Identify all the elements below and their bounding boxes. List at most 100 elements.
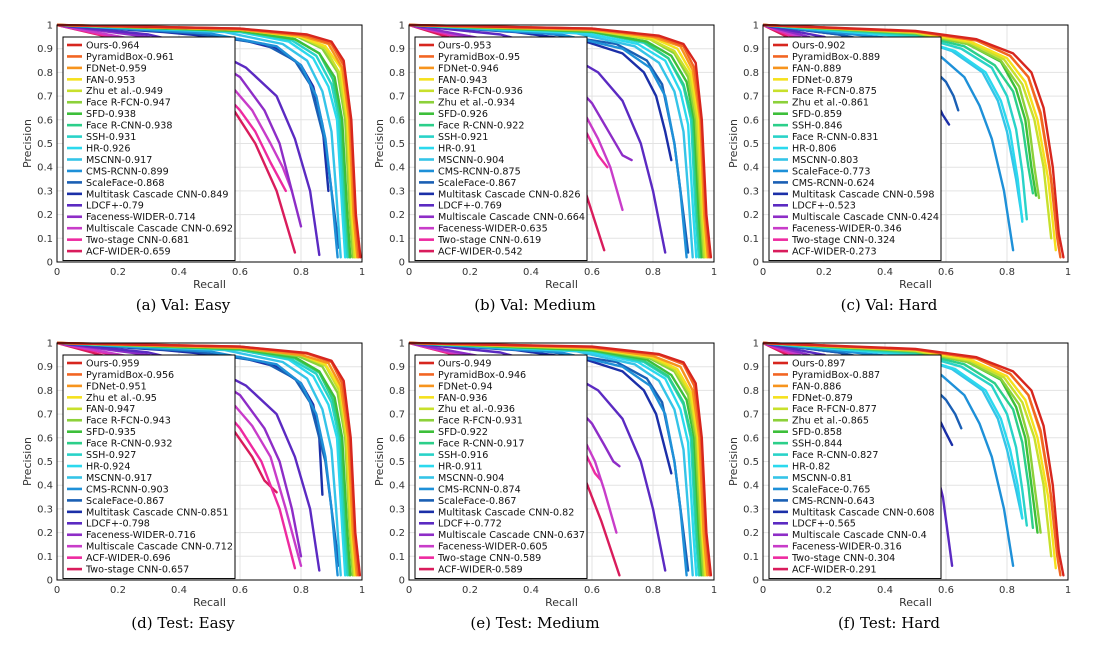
y-tick-label: 0.7 xyxy=(389,410,405,421)
legend-label: LDCF+-0.565 xyxy=(792,519,856,530)
legend-label: Zhu et al.-0.936 xyxy=(438,404,515,415)
series-line xyxy=(409,23,703,259)
legend-label: SFD-0.859 xyxy=(792,109,842,120)
y-tick-label: 0.6 xyxy=(37,433,53,444)
y-tick-label: 0.7 xyxy=(743,410,759,421)
chart-val-easy: 0 0.1 0.2 0.3 0.4 0.5 0.6 0.7 0.8 0.9 1 0 0.2 0.4 0.6 0… xyxy=(21,21,365,292)
y-tick-label: 0.5 xyxy=(37,457,53,468)
y-tick-label: 0.4 xyxy=(743,163,759,174)
legend-box xyxy=(768,36,942,262)
legend-label: FAN-0.947 xyxy=(86,404,135,415)
legend-label: Face R-FCN-0.931 xyxy=(438,416,523,427)
x-tick-label: 0.6 xyxy=(938,585,954,596)
legend-label: Multitask Cascade CNN-0.826 xyxy=(438,189,580,200)
y-tick-label: 0.4 xyxy=(389,481,405,492)
legend-label: Face R-FCN-0.877 xyxy=(792,404,877,415)
y-tick-label: 0 xyxy=(753,258,759,269)
x-tick-label: 0 xyxy=(760,585,766,596)
legend-box xyxy=(414,354,588,580)
legend-label: FDNet-0.946 xyxy=(438,63,499,74)
y-tick-label: 0.2 xyxy=(37,210,53,221)
y-tick-label: 0.7 xyxy=(389,92,405,103)
legend-label: Face R-CNN-0.827 xyxy=(792,450,878,461)
x-tick-label: 0 xyxy=(760,267,766,278)
x-tick-label: 1 xyxy=(711,267,717,278)
axes-frame xyxy=(408,24,715,263)
legend-label: SSH-0.844 xyxy=(792,439,842,450)
panel-test-hard: 0 0.1 0.2 0.3 0.4 0.5 0.6 0.7 0.8 0.9 1 0 0.2 0.4 0.6 0… xyxy=(706,318,1072,641)
y-tick-label: 0.3 xyxy=(37,186,53,197)
chart-test-medium: 0 0.1 0.2 0.3 0.4 0.5 0.6 0.7 0.8 0.9 1 0 0.2 0.4 0.6 0… xyxy=(373,339,717,610)
axes-frame xyxy=(56,342,363,581)
legend-label: SSH-0.846 xyxy=(792,121,842,132)
y-tick-label: 0.2 xyxy=(743,528,759,539)
legend-label: Face R-FCN-0.943 xyxy=(86,416,171,427)
legend-label: Multitask Cascade CNN-0.598 xyxy=(792,189,934,200)
legend-label: HR-0.91 xyxy=(438,143,476,154)
legend-label: Multiscale Cascade CNN-0.692 xyxy=(86,224,233,235)
caption-test-hard: (f) Test: Hard xyxy=(837,614,941,632)
x-tick-label: 0.8 xyxy=(999,585,1015,596)
y-tick-label: 0.3 xyxy=(389,186,405,197)
legend-label: SFD-0.938 xyxy=(86,109,136,120)
x-tick-label: 0.8 xyxy=(293,267,309,278)
x-tick-label: 0.4 xyxy=(523,585,539,596)
x-tick-label: 0.6 xyxy=(938,267,954,278)
legend-label: Multiscale Cascade CNN-0.424 xyxy=(792,212,939,223)
legend-label: PyramidBox-0.95 xyxy=(438,52,520,63)
series-line xyxy=(409,341,713,577)
series-line xyxy=(409,341,673,475)
legend-label: SSH-0.916 xyxy=(438,450,488,461)
legend-label: Two-stage CNN-0.619 xyxy=(437,235,541,246)
legend-label: ScaleFace-0.867 xyxy=(438,178,516,189)
y-tick-label: 0.9 xyxy=(37,44,53,55)
chart-val-hard: 0 0.1 0.2 0.3 0.4 0.5 0.6 0.7 0.8 0.9 1 0 0.2 0.4 0.6 0… xyxy=(727,21,1071,292)
legend-label: FAN-0.936 xyxy=(438,393,487,404)
legend-label: Faceness-WIDER-0.635 xyxy=(438,224,548,235)
legend-label: FDNet-0.879 xyxy=(792,393,853,404)
y-tick-label: 0.4 xyxy=(37,163,53,174)
legend-label: Zhu et al.-0.861 xyxy=(792,98,869,109)
y-tick-label: 1 xyxy=(399,21,405,32)
x-tick-label: 0 xyxy=(406,267,412,278)
x-axis-label: Recall xyxy=(193,278,226,291)
y-tick-label: 1 xyxy=(753,339,759,350)
legend-label: LDCF+-0.79 xyxy=(86,201,144,212)
legend-label: Face R-CNN-0.917 xyxy=(438,439,524,450)
legend-label: SSH-0.931 xyxy=(86,132,136,143)
legend-label: PyramidBox-0.887 xyxy=(792,370,880,381)
legend-label: MSCNN-0.917 xyxy=(86,155,152,166)
y-tick-label: 0.2 xyxy=(389,528,405,539)
legend-label: FDNet-0.951 xyxy=(86,381,147,392)
y-tick-label: 0.9 xyxy=(743,362,759,373)
y-axis-label: Precision xyxy=(727,437,740,486)
legend-label: ACF-WIDER-0.273 xyxy=(792,247,877,258)
y-tick-label: 0.7 xyxy=(37,92,53,103)
legend-label: CMS-RCNN-0.903 xyxy=(86,484,169,495)
y-tick-label: 0.2 xyxy=(37,528,53,539)
legend-label: ScaleFace-0.867 xyxy=(438,496,516,507)
y-tick-label: 0 xyxy=(47,576,53,587)
legend-label: Two-stage CNN-0.589 xyxy=(437,553,541,564)
y-axis-label: Precision xyxy=(373,119,386,168)
caption-test-medium: (e) Test: Medium xyxy=(470,614,600,632)
x-tick-label: 0.2 xyxy=(110,585,126,596)
series-line xyxy=(409,23,713,259)
legend-label: Ours-0.902 xyxy=(792,40,846,51)
y-tick-label: 0.8 xyxy=(743,386,759,397)
y-tick-label: 1 xyxy=(753,21,759,32)
panel-test-easy: 0 0.1 0.2 0.3 0.4 0.5 0.6 0.7 0.8 0.9 1 0 0.2 0.4 0.6 0… xyxy=(0,318,366,641)
legend-label: FAN-0.953 xyxy=(86,75,135,86)
legend-label: Two-stage CNN-0.657 xyxy=(85,565,189,576)
legend-label: PyramidBox-0.889 xyxy=(792,52,880,63)
x-tick-label: 0.4 xyxy=(171,267,187,278)
y-tick-label: 0.1 xyxy=(37,234,53,245)
axes-frame xyxy=(56,24,363,263)
legend-label: SSH-0.921 xyxy=(438,132,488,143)
legend-label: Zhu et al.-0.949 xyxy=(86,86,163,97)
y-tick-label: 0 xyxy=(47,258,53,269)
legend-label: Face R-CNN-0.932 xyxy=(86,439,172,450)
x-tick-label: 0.4 xyxy=(877,585,893,596)
legend-label: Two-stage CNN-0.304 xyxy=(791,553,895,564)
